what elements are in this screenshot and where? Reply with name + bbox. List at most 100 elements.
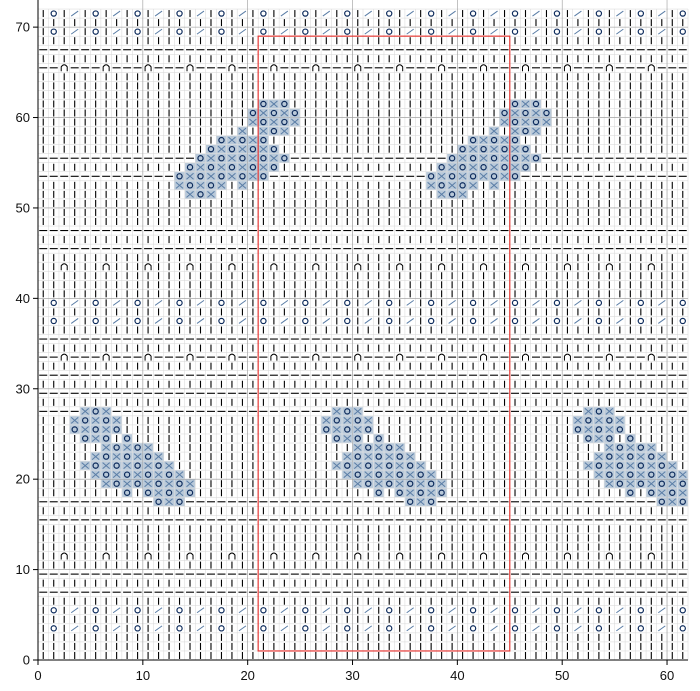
yarn-over-symbol bbox=[92, 28, 99, 35]
decrease-symbol bbox=[364, 607, 373, 614]
decrease-symbol bbox=[406, 299, 414, 306]
decrease-symbol bbox=[70, 607, 79, 614]
cable-symbol bbox=[605, 552, 613, 560]
yarn-over-symbol bbox=[648, 489, 655, 496]
decrease-symbol bbox=[112, 417, 121, 424]
decrease-symbol bbox=[657, 299, 666, 306]
cable-symbol bbox=[102, 64, 110, 72]
decrease-symbol bbox=[123, 444, 131, 451]
decrease-symbol bbox=[280, 625, 289, 632]
decrease-symbol bbox=[448, 299, 456, 306]
lace-cell bbox=[415, 488, 426, 497]
lace-cell bbox=[342, 425, 353, 434]
yarn-over-symbol bbox=[658, 498, 665, 505]
yarn-over-symbol bbox=[92, 625, 99, 632]
yarn-over-symbol bbox=[438, 164, 445, 171]
lace-cell bbox=[394, 470, 405, 479]
yarn-over-symbol bbox=[511, 100, 519, 108]
decrease-symbol bbox=[406, 318, 414, 324]
yarn-over-symbol bbox=[490, 155, 498, 162]
cable-symbol bbox=[605, 263, 613, 271]
yarn-over-symbol bbox=[102, 417, 110, 424]
yarn-over-symbol bbox=[459, 182, 466, 189]
yarn-over-symbol bbox=[386, 625, 393, 632]
yarn-over-symbol bbox=[186, 489, 194, 496]
yarn-over-symbol bbox=[438, 182, 445, 189]
decrease-symbol bbox=[532, 607, 540, 614]
yarn-over-symbol bbox=[134, 480, 141, 487]
cable-symbol bbox=[186, 552, 194, 560]
decrease-symbol bbox=[395, 480, 404, 488]
cable-symbol bbox=[354, 353, 362, 361]
decrease-symbol bbox=[217, 163, 226, 171]
yarn-over-symbol bbox=[176, 173, 183, 180]
decrease-symbol bbox=[81, 407, 90, 415]
decrease-symbol bbox=[657, 318, 666, 324]
lace-cell bbox=[520, 144, 531, 154]
cable-symbol bbox=[480, 552, 488, 560]
yarn-over-symbol bbox=[469, 155, 477, 162]
decrease-symbol bbox=[616, 625, 624, 632]
lace-cell bbox=[352, 452, 363, 461]
decrease-symbol bbox=[332, 462, 341, 469]
lace-cell bbox=[405, 497, 416, 507]
yarn-over-symbol bbox=[50, 607, 57, 614]
cable-symbol bbox=[102, 263, 110, 271]
yarn-over-symbol bbox=[344, 625, 351, 632]
lace-cell bbox=[237, 153, 248, 163]
decrease-symbol bbox=[574, 417, 582, 424]
decrease-symbol bbox=[427, 489, 435, 497]
decrease-symbol bbox=[406, 28, 414, 35]
lace-cell bbox=[625, 434, 636, 443]
decrease-symbol bbox=[532, 625, 540, 632]
decrease-symbol bbox=[102, 462, 110, 469]
decrease-symbol bbox=[291, 118, 299, 126]
decrease-symbol bbox=[678, 471, 687, 479]
cable-symbol bbox=[144, 552, 152, 560]
decrease-symbol bbox=[374, 480, 383, 488]
yarn-over-symbol bbox=[249, 109, 257, 117]
decrease-symbol bbox=[238, 145, 247, 153]
decrease-symbol bbox=[490, 318, 498, 324]
yarn-over-symbol bbox=[354, 453, 361, 460]
decrease-symbol bbox=[123, 462, 131, 469]
lace-cell bbox=[132, 443, 143, 452]
lace-cell bbox=[268, 144, 279, 154]
yarn-over-symbol bbox=[637, 625, 645, 632]
decrease-symbol bbox=[657, 489, 666, 497]
yarn-over-symbol bbox=[627, 453, 634, 460]
cable-symbol bbox=[438, 552, 446, 560]
yarn-over-symbol bbox=[427, 625, 435, 632]
yarn-over-symbol bbox=[469, 28, 477, 35]
lace-cell bbox=[258, 117, 269, 127]
lace-cell bbox=[101, 416, 112, 425]
yarn-over-symbol bbox=[511, 317, 519, 325]
decrease-symbol bbox=[280, 607, 289, 614]
decrease-symbol bbox=[238, 181, 247, 189]
decrease-symbol bbox=[448, 181, 456, 189]
yarn-over-symbol bbox=[344, 28, 351, 35]
decrease-symbol bbox=[448, 607, 456, 614]
yarn-over-symbol bbox=[270, 145, 278, 153]
yarn-over-symbol bbox=[616, 444, 624, 451]
decrease-symbol bbox=[238, 607, 247, 614]
lace-cell bbox=[394, 452, 405, 461]
lace-cell bbox=[510, 117, 520, 127]
decrease-symbol bbox=[406, 489, 415, 497]
yarn-over-symbol bbox=[648, 471, 655, 478]
lace-cell bbox=[373, 470, 384, 479]
decrease-symbol bbox=[259, 109, 268, 117]
decrease-symbol bbox=[144, 462, 152, 469]
decrease-symbol bbox=[532, 318, 540, 324]
decrease-symbol bbox=[196, 163, 205, 171]
lace-cell bbox=[101, 434, 112, 443]
yarn-over-symbol bbox=[323, 426, 330, 433]
decrease-symbol bbox=[395, 462, 404, 469]
yarn-over-symbol bbox=[207, 182, 215, 189]
lace-cell bbox=[164, 470, 174, 479]
lace-cell bbox=[457, 144, 468, 154]
lace-cell bbox=[646, 452, 657, 461]
lace-cell bbox=[499, 108, 510, 118]
decrease-symbol bbox=[196, 28, 205, 35]
yarn-over-symbol bbox=[386, 444, 393, 451]
